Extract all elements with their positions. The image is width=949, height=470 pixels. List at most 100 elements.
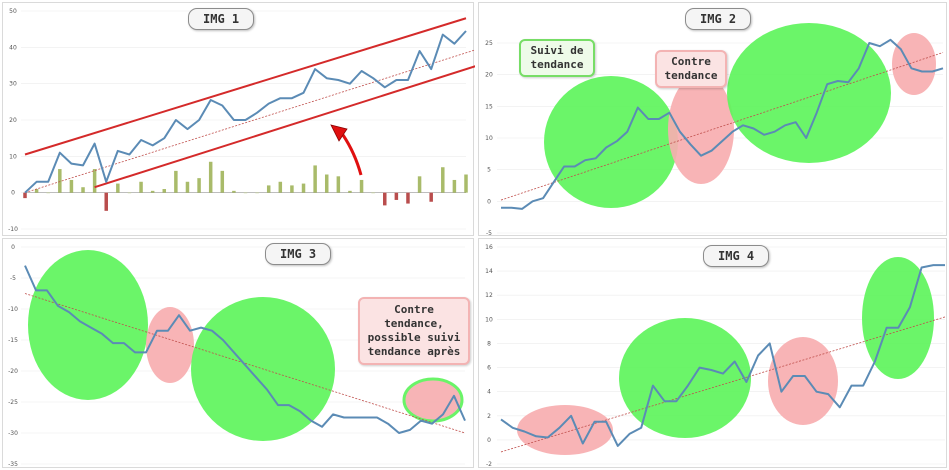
y-tick-label: 40	[9, 44, 17, 51]
y-tick-label: 50	[9, 8, 17, 15]
bar	[278, 181, 283, 193]
y-tick-label: 30	[9, 81, 17, 88]
y-tick-label: 0	[11, 244, 15, 251]
y-tick-label: 5	[487, 167, 491, 174]
annotation-arrow-shaft	[341, 134, 363, 176]
y-tick-label: 0	[11, 190, 15, 197]
bar	[417, 176, 422, 193]
highlight-ellipse	[544, 76, 678, 208]
bar	[116, 183, 120, 193]
y-tick-label: -5	[10, 275, 16, 282]
bar	[394, 192, 399, 200]
y-tick-label: 12	[485, 292, 493, 299]
chart-title-img4: IMG 4	[703, 245, 770, 267]
bar	[127, 192, 132, 194]
bar	[208, 161, 213, 193]
bar	[441, 167, 445, 193]
bar	[34, 189, 39, 193]
bar	[255, 192, 259, 194]
note-contre-tendance-possible: Contre tendance, possible suivi tendance…	[358, 297, 470, 365]
bar	[81, 187, 85, 193]
bar	[348, 190, 352, 193]
bar	[383, 192, 387, 206]
chart-img3: 0 -5 -10 -15 -20 -25 -30 -35	[8, 244, 466, 468]
y-tick-label: 20	[9, 117, 17, 124]
chart-panel-img3: 0 -5 -10 -15 -20 -25 -30 -35 IMG 3 Contre tenda…	[2, 238, 474, 468]
channel-upper-line	[24, 17, 467, 156]
bar	[336, 176, 341, 193]
bar	[301, 183, 306, 193]
bar	[104, 192, 108, 211]
y-tick-label: 10	[485, 135, 493, 142]
bar	[452, 179, 457, 193]
series-line	[501, 38, 944, 210]
bar	[139, 181, 143, 193]
bar	[150, 190, 155, 193]
y-tick-label: -10	[8, 226, 18, 233]
highlight-ellipse	[768, 337, 838, 425]
bar	[290, 185, 294, 193]
bar	[464, 174, 468, 193]
bar	[162, 189, 167, 193]
highlight-ellipse	[892, 33, 936, 95]
y-tick-label: 16	[485, 244, 493, 251]
chart-img2: 25 20 15 10 5 0 -5	[485, 23, 944, 237]
chart-img4: 16 14 12 10 8 6 4 2 0 -2	[485, 244, 946, 468]
y-tick-label: 0	[487, 437, 491, 444]
annotation-arrow-head	[330, 124, 348, 142]
bar	[174, 170, 178, 193]
highlight-ellipse	[402, 377, 464, 423]
bar	[232, 190, 236, 193]
series-line	[24, 30, 467, 194]
bar	[429, 192, 433, 202]
y-tick-label: 8	[487, 340, 491, 347]
series-line	[24, 265, 466, 434]
chart-title-img2: IMG 2	[685, 8, 752, 30]
chart-img1: 50 40 30 20 10 0 -10	[8, 8, 475, 233]
chart-panel-img4: 16 14 12 10 8 6 4 2 0 -2 IMG 4	[478, 238, 947, 468]
highlight-ellipse	[146, 307, 194, 383]
highlight-ellipse	[619, 318, 751, 438]
bar	[313, 165, 317, 193]
bar	[23, 192, 27, 199]
y-tick-label: -10	[8, 306, 18, 313]
y-tick-label: 14	[485, 268, 493, 275]
y-tick-label: 4	[487, 389, 491, 396]
chart-title-img3: IMG 3	[265, 243, 332, 265]
y-tick-label: -30	[8, 430, 18, 437]
trend-line	[500, 52, 944, 201]
chart-panel-img1: 50 40 30 20 10 0 -10 IMG 1	[2, 2, 475, 236]
y-tick-label: -35	[8, 461, 18, 468]
bar	[92, 169, 97, 193]
y-tick-label: 2	[487, 413, 491, 420]
bar	[406, 192, 410, 204]
highlight-ellipse	[668, 74, 734, 184]
channel-lower-line	[94, 65, 475, 189]
bar	[58, 169, 62, 193]
note-suivi-tendance: Suivi de tendance	[519, 39, 595, 77]
bar	[243, 192, 248, 194]
chart-title-img1: IMG 1	[188, 8, 255, 30]
bar	[266, 185, 271, 193]
bar	[197, 178, 201, 193]
y-tick-label: 15	[485, 103, 493, 110]
y-tick-label: 25	[485, 40, 493, 47]
y-tick-label: 10	[485, 316, 493, 323]
bar	[69, 179, 74, 193]
y-tick-label: 10	[9, 153, 17, 160]
y-tick-label: -25	[8, 399, 18, 406]
trend-line	[500, 316, 946, 453]
bar	[324, 174, 329, 193]
highlight-ellipse	[862, 257, 934, 379]
y-tick-label: -15	[8, 337, 18, 344]
series-line	[500, 264, 945, 447]
bar	[46, 192, 50, 194]
highlight-ellipse	[727, 23, 891, 163]
chart-panel-img2: 25 20 15 10 5 0 -5 IMG 2 Suivi de tendance Con…	[478, 2, 947, 237]
y-tick-label: 0	[487, 198, 491, 205]
highlight-ellipse	[517, 405, 613, 455]
bar	[185, 181, 190, 193]
bar	[220, 170, 225, 193]
y-tick-label: -20	[8, 368, 18, 375]
bar	[371, 192, 375, 194]
